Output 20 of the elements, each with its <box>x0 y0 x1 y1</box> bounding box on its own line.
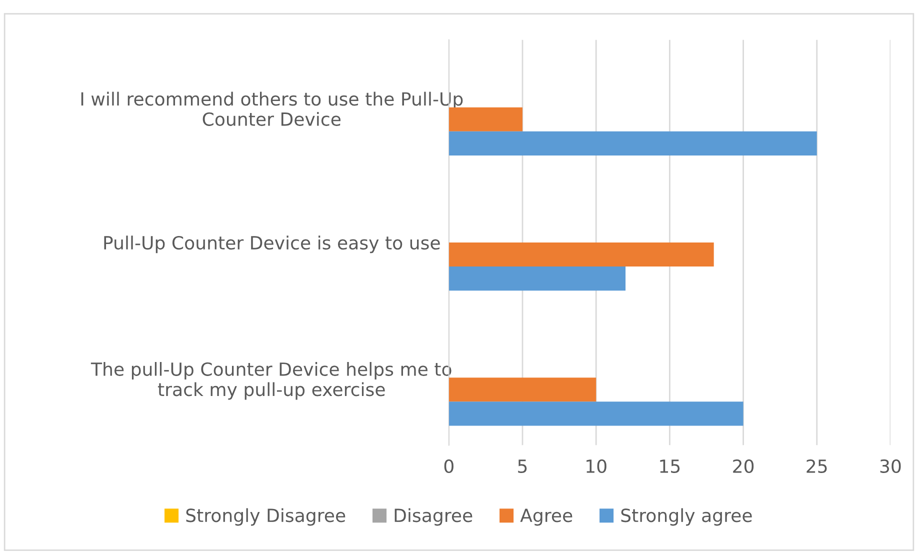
bar <box>448 242 714 267</box>
y-tick-label: I will recommend others to use the Pull-Up Counter Device <box>81 92 463 126</box>
bar <box>448 107 522 132</box>
x-tick-label: 15 <box>660 460 680 474</box>
bar <box>448 402 744 426</box>
x-tick-label: 25 <box>806 459 827 474</box>
x-tick-label: 10 <box>586 459 606 474</box>
y-tick-label: The pull-Up Counter Device helps me to track my pull-up exercise <box>90 362 452 400</box>
y-tick-label: Pull-Up Counter Device is easy to use <box>104 236 440 254</box>
x-tick-label: 20 <box>733 459 754 474</box>
x-tick-label: 0 <box>444 459 454 474</box>
bar <box>448 378 596 402</box>
bar <box>448 266 626 291</box>
legend-label: Disagree <box>394 508 472 526</box>
legend-label: Strongly agree <box>621 508 752 526</box>
x-tick-label: 5 <box>518 460 527 474</box>
legend-label: Agree <box>520 508 572 526</box>
x-tick-label: 30 <box>880 459 901 474</box>
legend-label: Strongly Disagree <box>186 508 346 526</box>
bar <box>448 131 817 156</box>
